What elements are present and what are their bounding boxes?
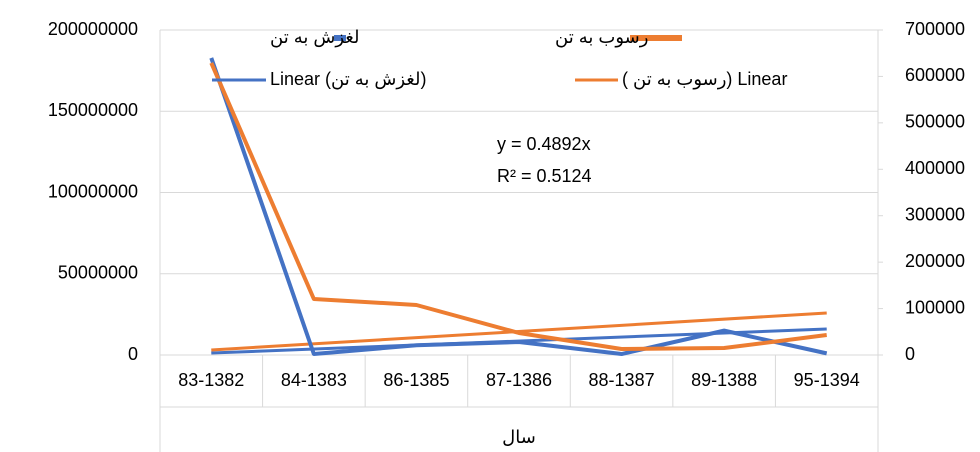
y-tick-label: 150000000: [48, 100, 138, 120]
y2-tick-label: 400000: [905, 158, 965, 178]
x-tick-label: 88-1387: [589, 370, 655, 390]
y2-tick-label: 200000: [905, 251, 965, 271]
series-line: [209, 62, 827, 352]
y2-tick-label: 500000: [905, 112, 965, 132]
legend-label: ( رسوب به تن) Linear: [622, 69, 787, 90]
y2-tick-label: 300000: [905, 204, 965, 224]
series-line: [209, 57, 828, 357]
x-tick-label: 87-1386: [486, 370, 552, 390]
legend-label: Linear (لغزش به تن): [270, 69, 426, 90]
x-tick-label: 95-1394: [794, 370, 860, 390]
y2-tick-label: 700000: [905, 19, 965, 39]
legend-label: رسوب به تن: [555, 27, 648, 48]
y-tick-label: 50000000: [58, 263, 138, 283]
y-tick-label: 200000000: [48, 19, 138, 39]
legend-label: لغزش به تن: [270, 27, 359, 48]
x-tick-label: 83-1382: [178, 370, 244, 390]
x-tick-label: 89-1388: [691, 370, 757, 390]
annotation: y = 0.4892x: [497, 134, 591, 154]
y-tick-label: 100000000: [48, 181, 138, 201]
x-tick-label: 86-1385: [383, 370, 449, 390]
y2-tick-label: 600000: [905, 65, 965, 85]
y-tick-label: 0: [128, 344, 138, 364]
x-axis-label: سال: [502, 427, 536, 447]
y2-tick-label: 100000: [905, 297, 965, 317]
y2-tick-label: 0: [905, 344, 915, 364]
annotation: R² = 0.5124: [497, 166, 592, 186]
x-tick-label: 84-1383: [281, 370, 347, 390]
